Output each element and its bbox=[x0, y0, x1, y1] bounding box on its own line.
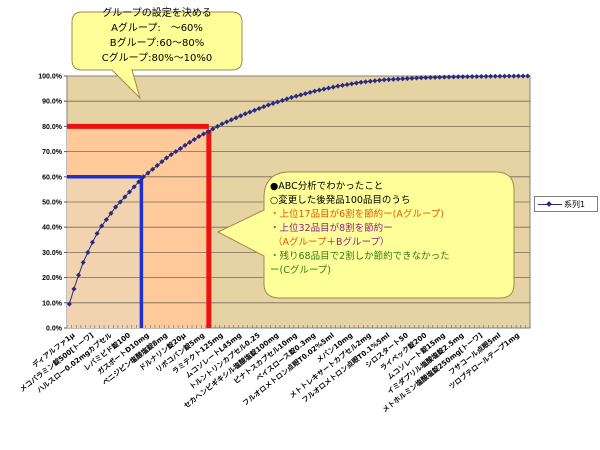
analysis-heading: ●ABC分析でわかったこと bbox=[270, 181, 384, 192]
legend-marker-icon bbox=[538, 199, 562, 209]
data-point bbox=[113, 204, 119, 210]
data-point bbox=[145, 170, 151, 176]
data-point bbox=[247, 109, 253, 115]
callout-group-settings: グループの設定を決める Aグループ: ～60% Bグループ:60～80% Cグル… bbox=[72, 6, 242, 68]
data-point bbox=[85, 249, 91, 255]
data-point bbox=[233, 115, 239, 121]
data-point bbox=[307, 89, 313, 95]
data-point bbox=[474, 73, 480, 80]
data-point bbox=[483, 73, 489, 79]
data-point bbox=[131, 184, 137, 190]
data-point bbox=[224, 119, 230, 125]
analysis-line-3b-a: （Aグループ bbox=[273, 237, 327, 248]
callout-analysis: ●ABC分析でわかったこと ○変更した後発品100品目のうち ・上位17品目が6… bbox=[270, 180, 455, 278]
analysis-line-2: ・上位17品目が6割を節約ー(Aグループ) bbox=[270, 209, 444, 220]
analysis-line-1: ○変更した後発品100品目のうち bbox=[270, 195, 411, 206]
callout-line-c: Cグループ:80%～10%0 bbox=[101, 53, 213, 64]
callout-title: グループの設定を決める bbox=[102, 8, 212, 19]
data-point bbox=[205, 128, 211, 134]
data-point bbox=[201, 131, 207, 137]
data-point bbox=[80, 259, 86, 266]
data-point bbox=[117, 199, 123, 205]
y-tick-label: 60.0% bbox=[42, 174, 63, 181]
y-axis: 0.0% 10.0% 20.0% 30.0% 40.0% 50.0% 60.0% 70.0% 8… bbox=[38, 74, 67, 333]
data-point bbox=[163, 155, 170, 161]
legend: 系列1 bbox=[534, 196, 598, 212]
data-point bbox=[136, 179, 142, 185]
analysis-line-3a: ・上位32品目が8割を節約ー bbox=[270, 223, 393, 234]
data-point bbox=[187, 139, 193, 145]
data-point bbox=[210, 126, 216, 132]
analysis-line-3b: （Aグループ＋Bグループ） bbox=[270, 236, 455, 250]
y-tick-label: 0.0% bbox=[46, 326, 63, 333]
data-point bbox=[122, 194, 128, 200]
y-tick-label: 40.0% bbox=[42, 225, 63, 232]
data-point bbox=[140, 174, 146, 180]
analysis-line-4b: ー(Cグループ) bbox=[270, 265, 331, 276]
y-tick-label: 100.0% bbox=[38, 74, 63, 81]
x-tick-label: ハルスロー0.02mgカプセル bbox=[35, 330, 113, 394]
callout-group-settings-bubble bbox=[71, 11, 243, 100]
data-point bbox=[126, 189, 133, 195]
data-point bbox=[108, 210, 114, 216]
data-point bbox=[219, 121, 225, 127]
analysis-line-4a: ・残り68品目で2割しか節約できなかった bbox=[270, 251, 450, 262]
cutoff-lines bbox=[67, 123, 212, 328]
y-tick-label: 90.0% bbox=[42, 99, 63, 106]
data-point bbox=[150, 166, 156, 172]
legend-label: 系列1 bbox=[564, 199, 586, 209]
data-point bbox=[330, 84, 336, 90]
callout-analysis-bubble bbox=[216, 171, 515, 299]
analysis-line-3b-b: ＋Bグループ） bbox=[326, 237, 390, 248]
y-tick-label: 50.0% bbox=[42, 200, 63, 207]
data-point bbox=[173, 149, 179, 155]
data-point bbox=[154, 162, 160, 169]
callout-line-b: Bグループ:60～80% bbox=[109, 38, 205, 49]
y-tick-label: 10.0% bbox=[42, 300, 63, 307]
series-line bbox=[66, 73, 531, 307]
data-point bbox=[363, 79, 369, 85]
data-point bbox=[182, 142, 188, 148]
data-point bbox=[168, 152, 174, 158]
data-point bbox=[177, 146, 183, 152]
callout-line-a: Aグループ: ～60% bbox=[111, 23, 203, 34]
y-tick-label: 30.0% bbox=[42, 250, 63, 257]
data-point bbox=[103, 217, 109, 223]
data-point bbox=[94, 230, 100, 237]
x-tick-label: メコバラミン錠500[トーワ] bbox=[18, 330, 95, 393]
data-point bbox=[76, 272, 82, 278]
y-tick-label: 70.0% bbox=[42, 149, 63, 156]
data-point bbox=[196, 133, 202, 140]
y-tick-label: 80.0% bbox=[42, 124, 63, 131]
data-point bbox=[191, 136, 197, 143]
callout-shapes bbox=[71, 11, 515, 299]
x-axis: ディアルファ1μメコバラミン錠500[トーワ]ハルスロー0.02mgカプセルレバ… bbox=[18, 325, 531, 414]
data-point bbox=[478, 73, 484, 79]
data-point bbox=[214, 123, 221, 129]
y-tick-label: 20.0% bbox=[42, 275, 63, 282]
